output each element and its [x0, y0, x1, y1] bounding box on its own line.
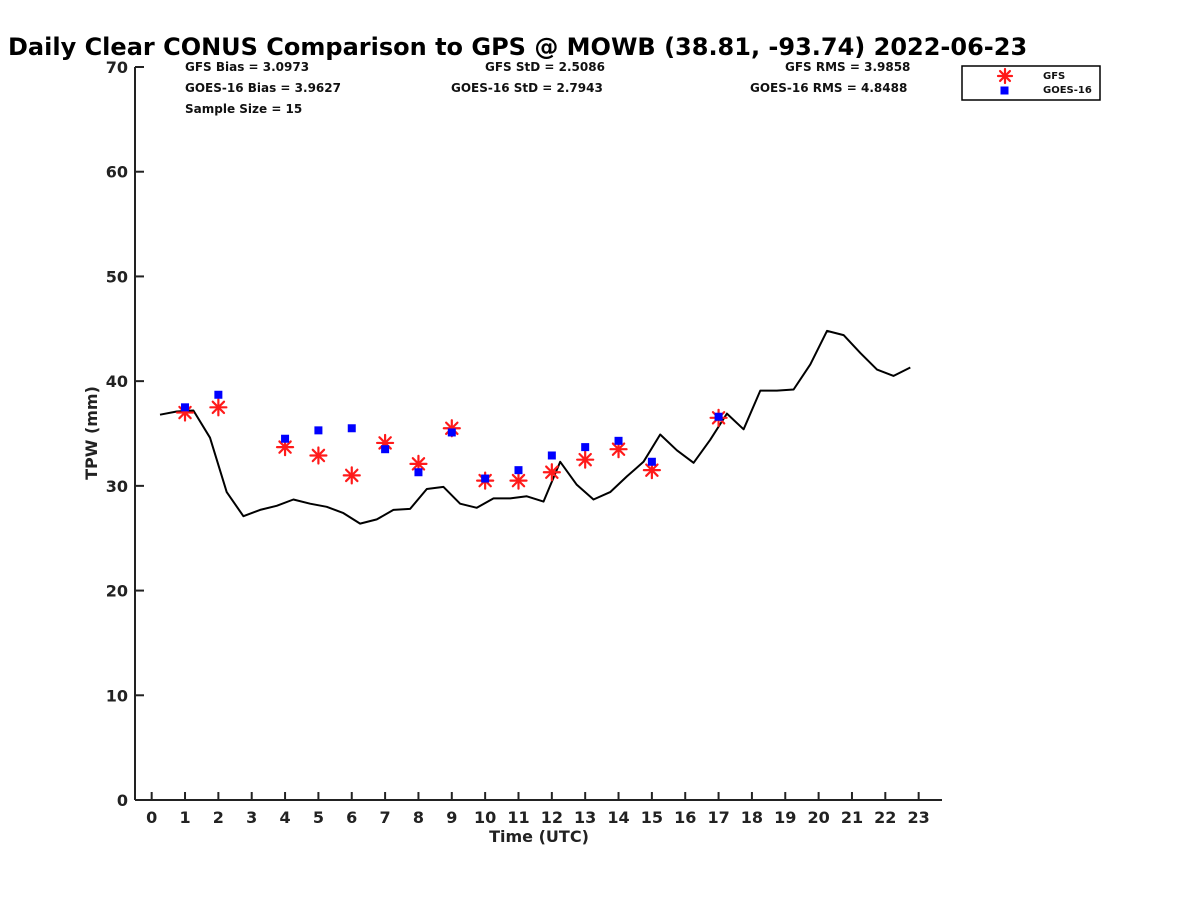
- gfs-point: [409, 454, 428, 473]
- gfs-point: [309, 446, 328, 465]
- stat-gfs-std: GFS StD = 2.5086: [485, 60, 605, 74]
- stat-goes-std: GOES-16 StD = 2.7943: [451, 81, 603, 95]
- legend-gfs-label: GFS: [1043, 71, 1065, 82]
- x-tick-label: 18: [741, 808, 763, 827]
- gfs-point: [576, 450, 595, 469]
- gfs-point: [275, 438, 295, 457]
- gfs-point: [209, 398, 228, 417]
- x-tick-label: 9: [446, 808, 457, 827]
- x-tick-label: 13: [574, 808, 596, 827]
- y-axis-ticks: 0 10 20 30 40 50 60 70: [106, 58, 144, 810]
- asterisk-stroke: [998, 69, 1012, 83]
- plot-area: [159, 329, 911, 525]
- x-tick-label: 21: [841, 808, 863, 827]
- axes: [134, 67, 942, 801]
- x-tick-label: 2: [213, 808, 224, 827]
- goes16-point: [381, 445, 390, 454]
- x-tick-label: 16: [674, 808, 696, 827]
- legend: GFS GOES-16: [961, 65, 1101, 101]
- goes16-point: [181, 403, 190, 412]
- y-tick-label: 30: [106, 477, 128, 496]
- gfs-point: [542, 463, 561, 482]
- goes16-point: [581, 443, 590, 452]
- goes16-point: [414, 468, 423, 477]
- asterisk-stroke: [545, 465, 559, 480]
- chart-title: Daily Clear CONUS Comparison to GPS @ MO…: [8, 33, 1027, 61]
- x-tick-label: 20: [807, 808, 829, 827]
- goes16-point: [547, 451, 556, 460]
- y-axis-label: TPW (mm): [82, 386, 101, 480]
- asterisk-stroke: [611, 442, 626, 456]
- stat-goes-rms: GOES-16 RMS = 4.8488: [750, 81, 907, 95]
- x-tick-label: 4: [279, 808, 290, 827]
- x-tick-label: 19: [774, 808, 796, 827]
- y-tick-label: 10: [106, 686, 128, 705]
- goes16-point: [514, 466, 523, 475]
- asterisk-stroke: [311, 448, 326, 463]
- x-tick-label: 5: [313, 808, 324, 827]
- x-tick-label: 22: [874, 808, 896, 827]
- asterisk-stroke: [511, 473, 526, 488]
- stat-gfs-rms: GFS RMS = 3.9858: [785, 60, 910, 74]
- x-axis-ticks: 0 1 2 3 4 5 6 7 8 9 10 11 12 13 14 15 16 17 18 19 20 21 22 23: [146, 792, 930, 827]
- asterisk-stroke: [211, 400, 226, 415]
- x-tick-label: 1: [179, 808, 190, 827]
- y-tick-label: 0: [117, 791, 128, 810]
- gps-line: [159, 329, 911, 525]
- asterisk-stroke: [344, 468, 359, 483]
- goes16-point: [714, 412, 723, 421]
- goes16-point: [214, 390, 223, 399]
- legend-gfs-marker: [996, 67, 1014, 85]
- x-tick-label: 8: [413, 808, 424, 827]
- goes16-point: [347, 424, 356, 433]
- asterisk-stroke: [278, 440, 292, 454]
- asterisk-stroke: [411, 457, 426, 471]
- y-tick-label: 20: [106, 582, 128, 601]
- asterisk-stroke: [578, 452, 592, 467]
- x-axis-label: Time (UTC): [489, 827, 589, 846]
- y-tick-label: 40: [106, 372, 128, 391]
- x-tick-label: 6: [346, 808, 357, 827]
- x-tick-label: 7: [380, 808, 391, 827]
- goes16-point: [314, 426, 323, 435]
- stat-gfs-bias: GFS Bias = 3.0973: [185, 60, 309, 74]
- legend-asterisk: [996, 67, 1014, 85]
- x-tick-label: 11: [507, 808, 529, 827]
- x-tick-label: 17: [707, 808, 729, 827]
- legend-box: [961, 65, 1101, 101]
- x-tick-label: 10: [474, 808, 496, 827]
- goes16-point: [447, 428, 456, 437]
- goes16-point: [481, 474, 490, 483]
- gfs-point: [509, 471, 528, 490]
- stats-block: GFS Bias = 3.0973 GFS StD = 2.5086 GFS R…: [185, 60, 910, 116]
- x-tick-label: 3: [246, 808, 257, 827]
- y-tick-label: 50: [106, 267, 128, 286]
- x-tick-label: 12: [541, 808, 563, 827]
- x-tick-label: 0: [146, 808, 157, 827]
- x-tick-label: 15: [641, 808, 663, 827]
- asterisk-stroke: [645, 463, 659, 477]
- goes16-point: [281, 434, 290, 443]
- legend-goes-label: GOES-16: [1043, 85, 1092, 96]
- stat-sample-size: Sample Size = 15: [185, 102, 302, 116]
- y-tick-label: 70: [106, 58, 128, 77]
- gfs-point: [342, 466, 361, 485]
- y-tick-label: 60: [106, 163, 128, 182]
- stat-goes-bias: GOES-16 Bias = 3.9627: [185, 81, 341, 95]
- goes16-point: [647, 457, 656, 466]
- legend-goes-marker: [1000, 86, 1009, 95]
- x-tick-label: 23: [908, 808, 930, 827]
- goes16-point: [614, 436, 623, 445]
- x-tick-label: 14: [607, 808, 629, 827]
